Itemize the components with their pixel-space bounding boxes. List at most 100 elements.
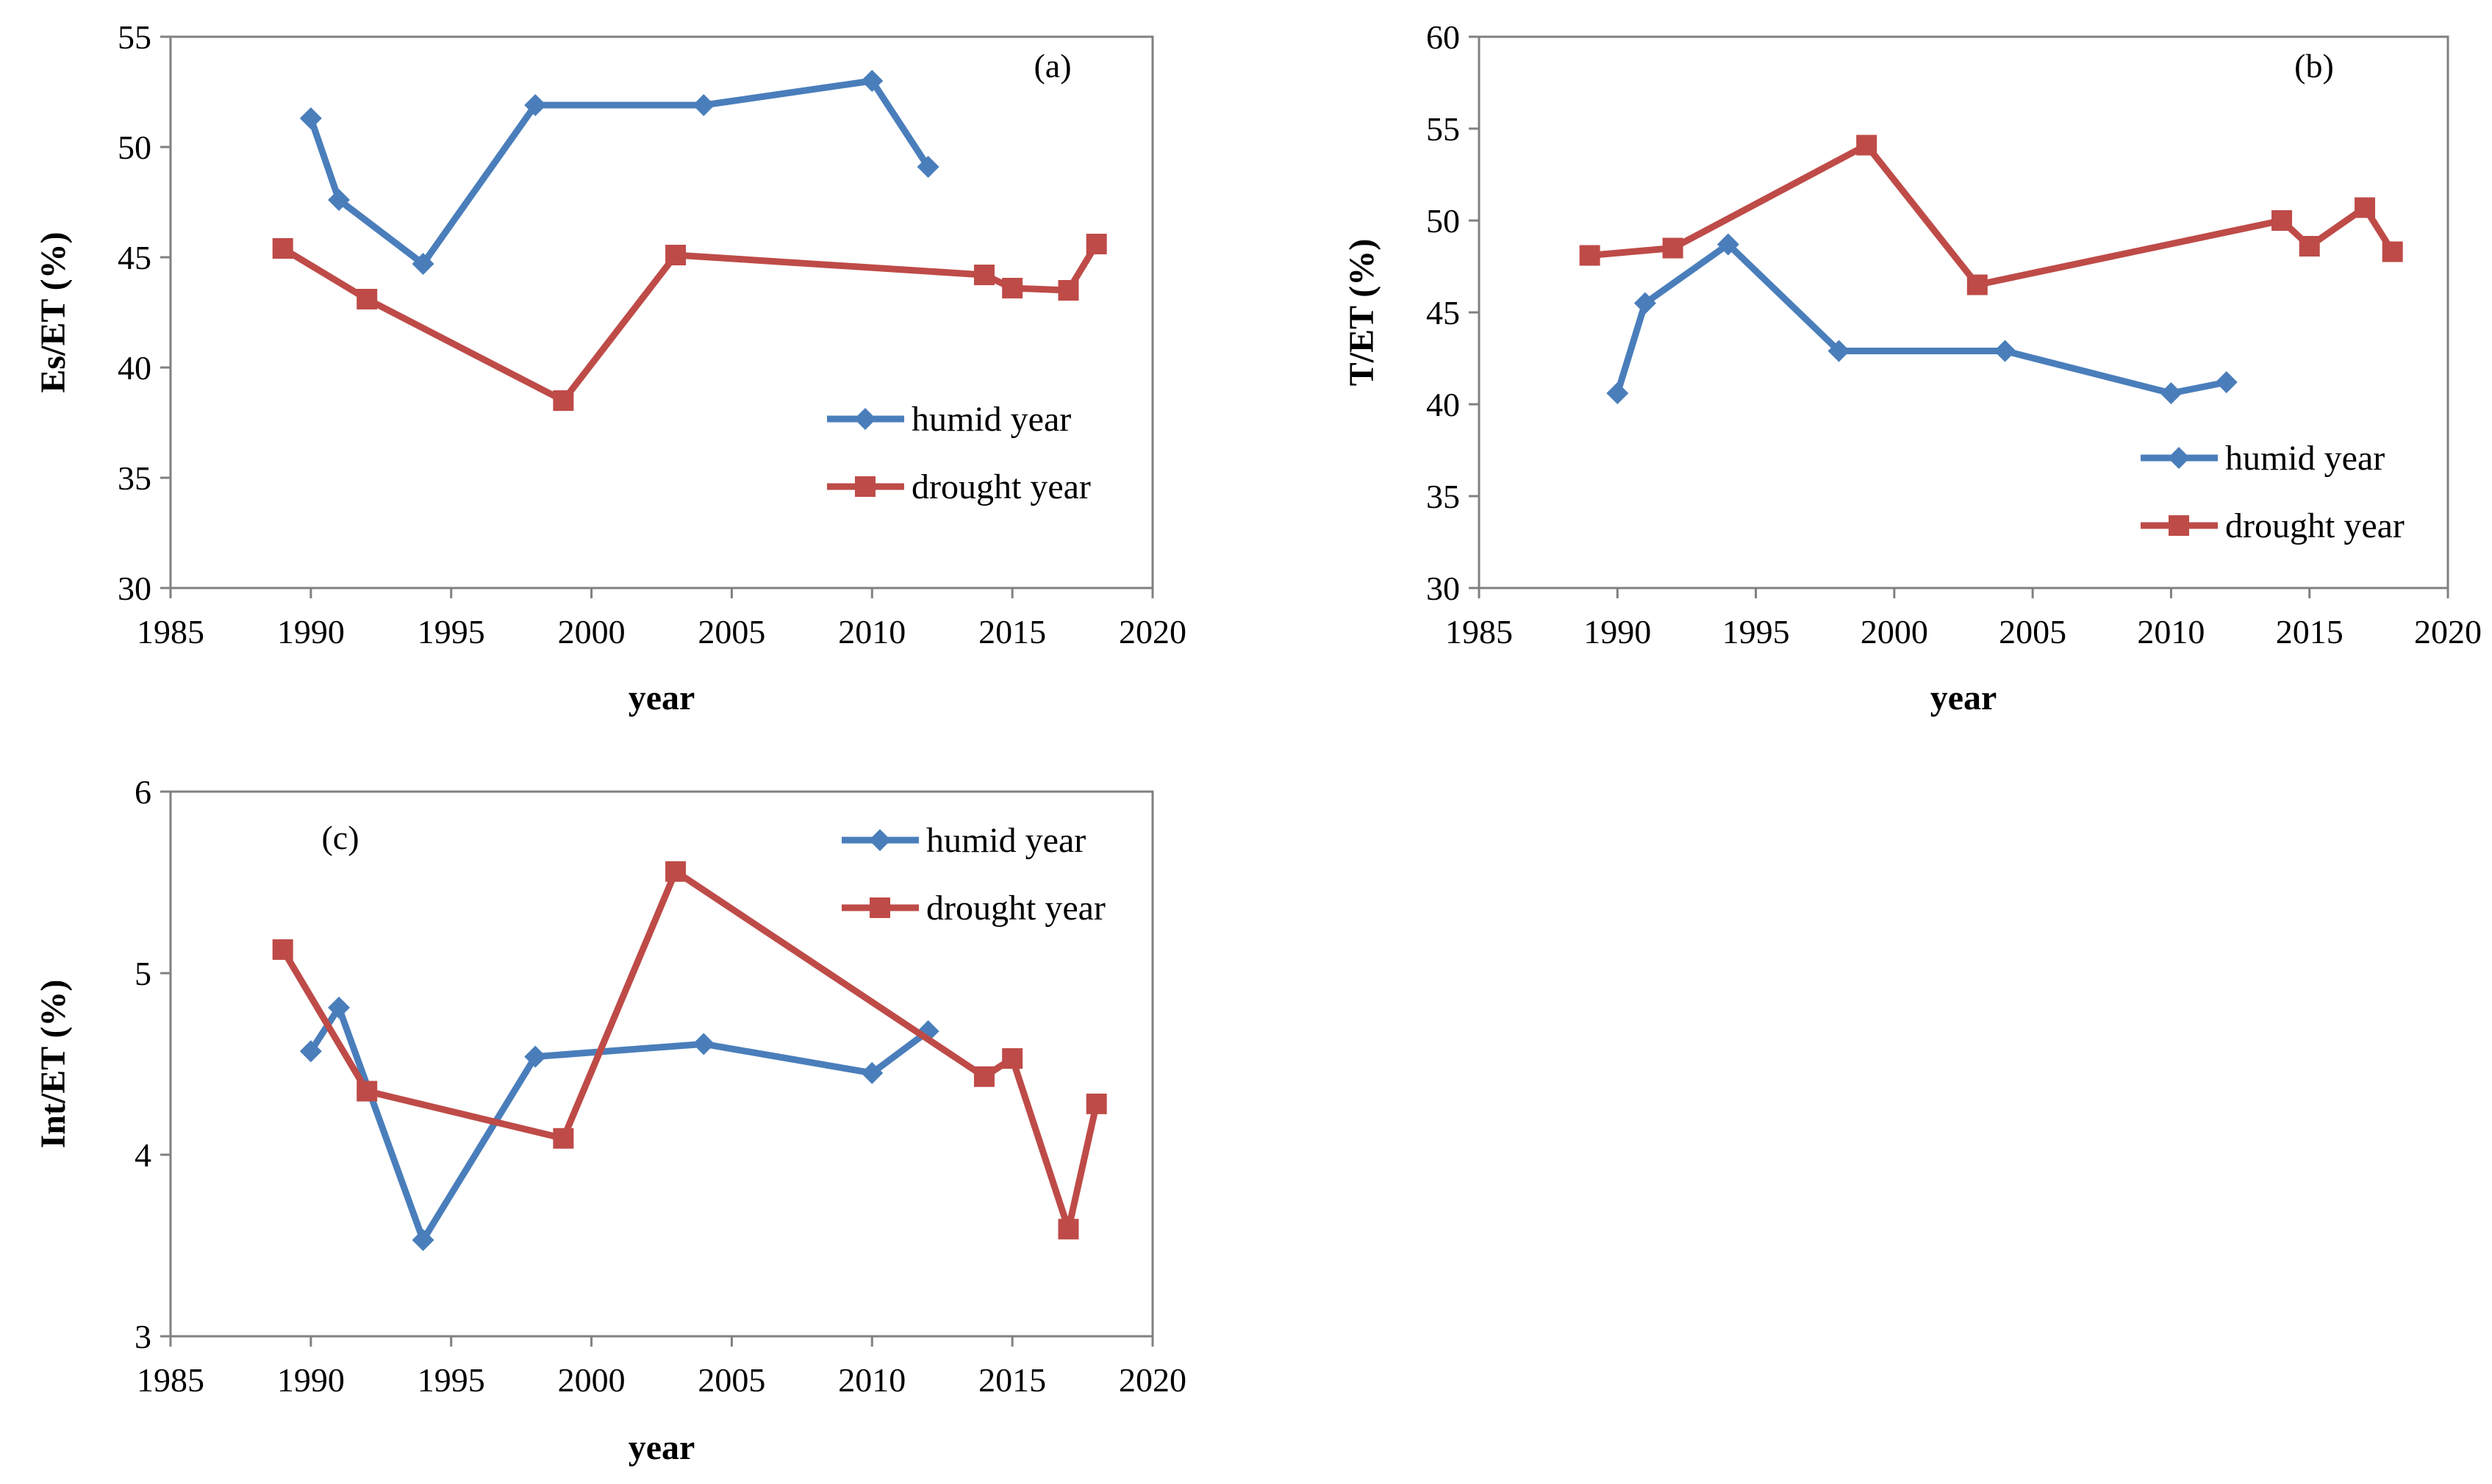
x-tick-label: 1995 [418,1361,485,1399]
data-point [861,70,884,92]
y-tick-label: 45 [118,239,151,276]
data-point [1086,234,1107,254]
plot-area-frame [169,790,1154,1338]
data-point [357,289,378,309]
y-tick-label: 50 [1426,202,1460,240]
panel-label: (c) [321,819,359,856]
series-humid-year [299,70,939,275]
chart-panel-2: 30 35 40 45 50 55 60 1985 1990 1995 2000 2005 2010 20… [1342,18,2482,717]
data-point [412,1229,434,1252]
data-point [2271,210,2293,231]
data-point [299,1040,322,1063]
series-line [279,868,1100,1233]
series-drought-year [272,234,1107,411]
data-point [524,94,547,116]
y-tick-label: 55 [118,18,151,56]
data-point [553,1128,574,1149]
x-tick-label: 2005 [698,1361,765,1399]
data-point [328,189,351,211]
y-tick-label: 35 [1426,478,1460,515]
x-tick-label: 1985 [137,1361,204,1399]
legend-entry: drought year [842,889,1106,928]
legend-entry: humid year [827,400,1071,439]
data-point [1606,382,1629,404]
legend-label: humid year [912,400,1071,439]
y-tick-label: 40 [118,349,151,387]
y-tick-label: 6 [135,773,151,811]
data-point [665,861,687,882]
data-point [272,939,293,960]
x-tick-label: 2010 [838,1361,906,1399]
data-point [1002,278,1023,298]
data-point [299,107,322,129]
data-point [1856,135,1877,156]
x-axis-title: year [1930,678,1997,717]
y-axis-title: Es/ET (%) [34,232,73,392]
x-tick-label: 2020 [1119,613,1186,650]
data-point [1827,340,1850,362]
data-point [1579,245,1600,266]
y-tick-label: 3 [135,1318,151,1355]
x-tick-label: 2020 [2414,613,2482,650]
x-tick-label: 2005 [698,613,765,650]
data-point [272,238,293,259]
legend-marker [869,829,891,851]
y-axis-title: Int/ET (%) [34,980,73,1149]
data-point [357,1080,378,1102]
x-tick-label: 2010 [2137,613,2205,650]
plot-area-frame [1478,35,2449,589]
y-tick-label: 30 [118,570,151,607]
series-line [307,1004,932,1244]
legend-marker [854,408,876,430]
legend-entry: drought year [2141,506,2405,545]
x-tick-label: 2005 [1999,613,2066,650]
y-tick-label: 30 [1426,570,1460,607]
data-point [1058,1219,1079,1240]
x-tick-label: 1995 [1722,613,1790,650]
x-tick-label: 2015 [2276,613,2344,650]
series-humid-year [299,996,939,1252]
legend-marker [855,476,876,497]
data-point [1058,280,1079,301]
data-point [2160,382,2183,404]
x-axis-title: year [629,678,695,717]
x-axis-title: year [629,1428,695,1467]
series-humid-year [1606,233,2238,404]
data-point [692,94,715,116]
x-tick-label: 1990 [277,1361,345,1399]
legend-label: drought year [926,889,1106,928]
x-tick-label: 1990 [1583,613,1651,650]
panel-label: (b) [2294,47,2334,85]
x-tick-label: 2015 [978,613,1046,650]
legend-label: drought year [912,467,1091,506]
data-point [1002,1048,1023,1069]
plot-area-frame [169,35,1154,589]
data-point [2299,236,2320,257]
legend-entry: humid year [842,821,1086,860]
series-drought-year [272,861,1107,1240]
legend-entry: drought year [827,467,1091,506]
y-tick-label: 60 [1426,18,1460,56]
legend-label: humid year [2225,439,2385,478]
series-line [1614,241,2230,397]
legend-label: humid year [926,821,1086,860]
x-tick-label: 1985 [137,613,204,650]
y-tick-label: 55 [1426,110,1460,148]
data-point [917,156,939,178]
y-tick-label: 45 [1426,294,1460,331]
y-tick-label: 40 [1426,386,1460,423]
legend-marker [870,897,890,918]
x-tick-label: 1995 [418,613,485,650]
data-point [861,1061,884,1084]
data-point [553,390,574,411]
data-point [1662,237,1683,259]
series-line [307,77,932,268]
x-tick-label: 1990 [277,613,345,650]
data-point [1086,1093,1107,1114]
chart-panel-1: 30 35 40 45 50 55 1985 1990 1995 2000 2005 2010 2015… [34,18,1186,717]
data-point [973,265,995,285]
legend-marker [2168,447,2190,469]
data-point [524,1045,547,1068]
data-point [2355,197,2376,218]
x-tick-label: 2000 [558,1361,626,1399]
